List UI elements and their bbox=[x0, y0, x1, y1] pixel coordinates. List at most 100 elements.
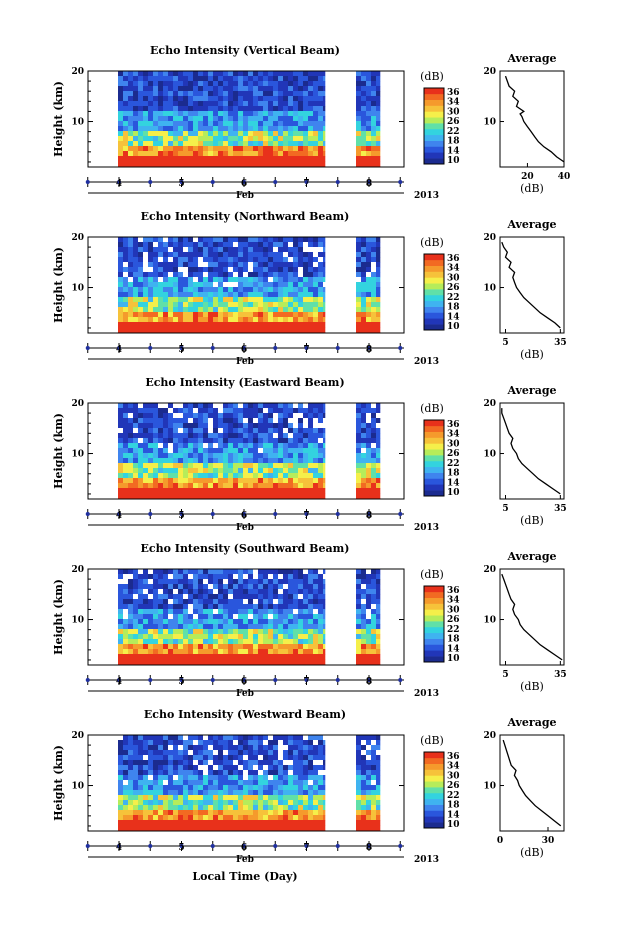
heatmap-cell bbox=[288, 141, 294, 147]
heatmap-cell bbox=[183, 579, 189, 585]
heatmap-cell bbox=[233, 106, 239, 112]
colorbar-swatch bbox=[424, 254, 444, 261]
heatmap-cell bbox=[361, 800, 367, 806]
heatmap-cell bbox=[253, 237, 259, 243]
heatmap-cell bbox=[298, 649, 304, 655]
heatmap-gap bbox=[188, 609, 193, 614]
heatmap-cell bbox=[323, 161, 326, 167]
heatmap-cell bbox=[366, 136, 372, 142]
heatmap-cell bbox=[168, 659, 174, 665]
heatmap-cell bbox=[268, 91, 274, 97]
heatmap-cell bbox=[376, 483, 381, 489]
heatmap-cell bbox=[303, 282, 309, 288]
heatmap-cell bbox=[243, 478, 249, 484]
heatmap-cell bbox=[198, 292, 204, 298]
heatmap-cell bbox=[168, 463, 174, 469]
heatmap-cell bbox=[183, 277, 189, 283]
heatmap-cell bbox=[193, 770, 199, 776]
heatmap-gap bbox=[258, 770, 263, 775]
heatmap-cell bbox=[283, 820, 289, 826]
heatmap-cell bbox=[163, 277, 169, 283]
heatmap-cell bbox=[203, 126, 209, 132]
heatmap-gap bbox=[208, 760, 213, 765]
heatmap-cell bbox=[283, 156, 289, 162]
heatmap-cell bbox=[133, 458, 139, 464]
heatmap-cell bbox=[318, 453, 324, 459]
heatmap-cell bbox=[303, 453, 309, 459]
heatmap-cell bbox=[198, 277, 204, 283]
heatmap-cell bbox=[138, 443, 144, 449]
heatmap-gap bbox=[243, 272, 248, 277]
heatmap-cell bbox=[243, 443, 249, 449]
heatmap-cell bbox=[298, 473, 304, 479]
heatmap-cell bbox=[128, 96, 134, 102]
x-tick-label: 7 bbox=[303, 677, 309, 687]
heatmap-gap bbox=[313, 740, 318, 745]
heatmap-cell bbox=[143, 785, 149, 791]
heatmap-cell bbox=[268, 820, 274, 826]
heatmap-cell bbox=[188, 770, 194, 776]
heatmap-cell bbox=[123, 247, 129, 253]
heatmap-cell bbox=[198, 483, 204, 489]
heatmap-cell bbox=[233, 795, 239, 801]
heatmap-cell bbox=[323, 237, 326, 243]
heatmap-cell bbox=[273, 468, 279, 474]
heatmap-cell bbox=[223, 287, 229, 293]
colorbar-swatch bbox=[424, 443, 444, 450]
heatmap-cell bbox=[168, 297, 174, 303]
heatmap-cell bbox=[158, 418, 164, 424]
heatmap-cell bbox=[253, 76, 259, 82]
heatmap-cell bbox=[273, 131, 279, 137]
heatmap-cell bbox=[138, 589, 144, 595]
heatmap-cell bbox=[228, 488, 234, 494]
heatmap-cell bbox=[288, 116, 294, 122]
heatmap-cell bbox=[198, 267, 204, 273]
heatmap-cell bbox=[148, 825, 154, 831]
heatmap-cell bbox=[376, 488, 381, 494]
heatmap-cell bbox=[238, 478, 244, 484]
heatmap-cell bbox=[178, 750, 184, 756]
date-tick-dot bbox=[398, 180, 403, 184]
heatmap-cell bbox=[356, 649, 362, 655]
heatmap-cell bbox=[143, 131, 149, 137]
heatmap-cell bbox=[308, 493, 314, 499]
heatmap-cell bbox=[361, 423, 367, 429]
heatmap-cell bbox=[183, 121, 189, 127]
heatmap-cell bbox=[208, 740, 214, 746]
heatmap-cell bbox=[193, 403, 199, 409]
heatmap-cell bbox=[138, 795, 144, 801]
heatmap-cell bbox=[313, 141, 319, 147]
heatmap-cell bbox=[158, 604, 164, 610]
heatmap-cell bbox=[133, 151, 139, 157]
heatmap-cell bbox=[203, 317, 209, 323]
heatmap-cell bbox=[278, 775, 284, 781]
heatmap-cell bbox=[376, 644, 381, 650]
heatmap-cell bbox=[283, 242, 289, 248]
heatmap-cell bbox=[128, 71, 134, 77]
heatmap-cell bbox=[298, 574, 304, 580]
heatmap-cell bbox=[318, 745, 324, 751]
heatmap-cell bbox=[163, 473, 169, 479]
heatmap-cell bbox=[198, 805, 204, 811]
heatmap-gap bbox=[273, 418, 278, 423]
heatmap-cell bbox=[203, 302, 209, 308]
heatmap-cell bbox=[323, 267, 326, 273]
heatmap-cell bbox=[198, 161, 204, 167]
heatmap-cell bbox=[258, 81, 264, 87]
heatmap-cell bbox=[173, 659, 179, 665]
heatmap-gap bbox=[203, 272, 208, 277]
heatmap-cell bbox=[213, 760, 219, 766]
heatmap-cell bbox=[263, 121, 269, 127]
x-tick-label: 4 bbox=[116, 511, 122, 521]
heatmap-cell bbox=[193, 272, 199, 278]
heatmap-cell bbox=[118, 639, 124, 645]
heatmap-cell bbox=[303, 579, 309, 585]
heatmap-cell bbox=[223, 136, 229, 142]
heatmap-cell bbox=[253, 639, 259, 645]
heatmap-cell bbox=[278, 735, 284, 741]
heatmap-cell bbox=[366, 448, 372, 454]
heatmap-cell bbox=[163, 76, 169, 82]
heatmap-gap bbox=[313, 418, 318, 423]
heatmap-cell bbox=[153, 790, 159, 796]
heatmap-cell bbox=[148, 599, 154, 605]
